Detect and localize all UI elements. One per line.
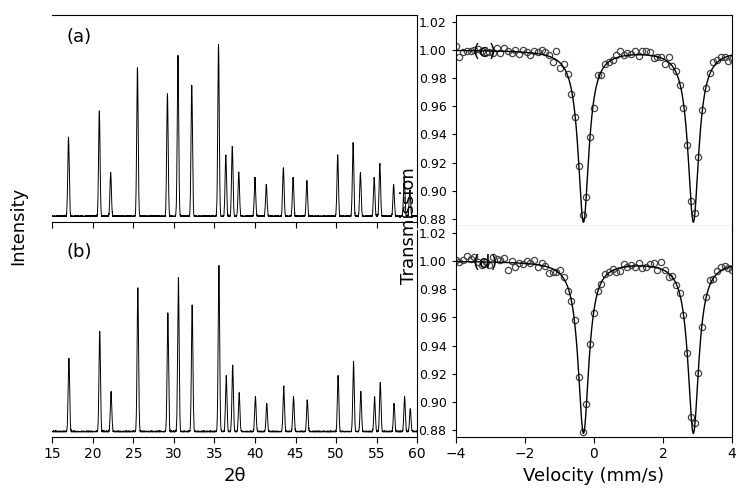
Text: (a): (a) [67,27,92,46]
Text: Transmission: Transmission [400,167,418,284]
X-axis label: 2θ: 2θ [223,467,246,485]
Text: (d): (d) [472,254,498,272]
X-axis label: Velocity (mm/s): Velocity (mm/s) [524,467,664,485]
Text: (c): (c) [472,43,496,61]
Text: (b): (b) [67,243,93,261]
Text: Intensity: Intensity [9,187,27,265]
